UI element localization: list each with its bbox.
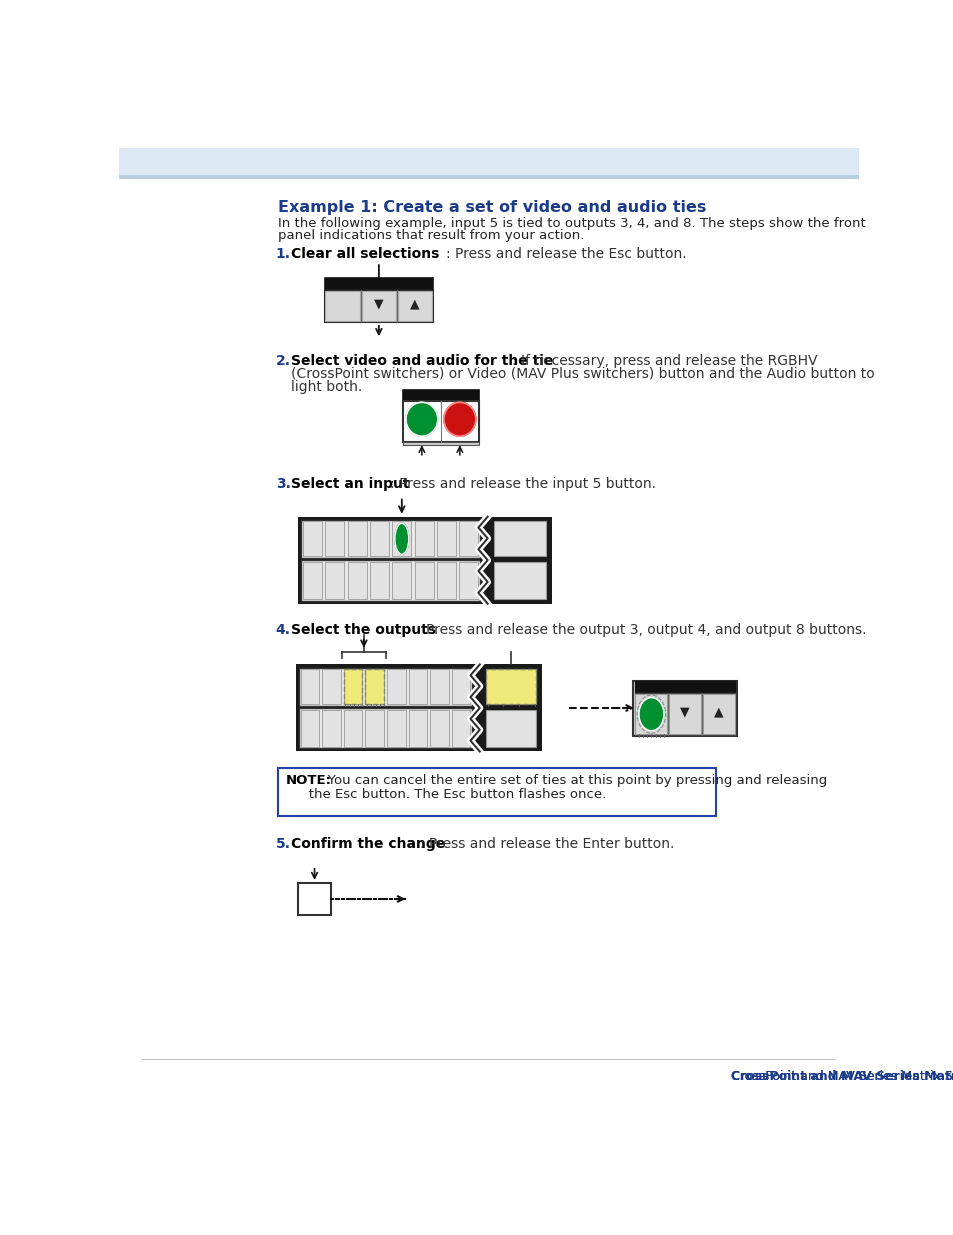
Bar (635, 694, 667, 734)
Text: panel indications that result from your action.: panel indications that result from your … (278, 228, 584, 242)
Bar (298, 668, 472, 705)
Text: Select video and audio for the tie: Select video and audio for the tie (291, 353, 553, 368)
Bar (370, 562, 389, 599)
Bar (415, 562, 434, 599)
Text: 4.: 4. (275, 624, 291, 637)
Bar (436, 562, 456, 599)
Bar (387, 669, 405, 704)
Bar (458, 521, 477, 556)
Text: Clear all selections: Clear all selections (291, 247, 439, 261)
Bar (397, 290, 432, 321)
Ellipse shape (406, 403, 437, 436)
Bar (347, 562, 366, 599)
Bar (402, 390, 478, 401)
Text: CrossPoint and MAV Series Matrix Switchers • Operation     43: CrossPoint and MAV Series Matrix Switche… (731, 1070, 953, 1083)
Bar (343, 710, 362, 747)
Bar (325, 521, 344, 556)
Bar (408, 669, 427, 704)
Text: : If necessary, press and release the RGBHV: : If necessary, press and release the RG… (512, 353, 817, 368)
Bar (298, 708, 472, 748)
Bar (325, 290, 359, 321)
Bar (303, 521, 322, 556)
Text: 1.: 1. (275, 247, 291, 261)
Text: 5.: 5. (275, 837, 291, 851)
Text: : Press and release the Enter button.: : Press and release the Enter button. (419, 837, 674, 851)
Bar (633, 680, 736, 736)
Text: Select the outputs: Select the outputs (291, 624, 436, 637)
Text: In the following example, input 5 is tied to outputs 3, 4, and 8. The steps show: In the following example, input 5 is tie… (278, 216, 865, 230)
Text: NOTE:: NOTE: (286, 774, 332, 787)
Bar (430, 669, 449, 704)
Bar (408, 710, 427, 747)
Bar (484, 664, 538, 751)
Text: Example 1: Create a set of video and audio ties: Example 1: Create a set of video and aud… (278, 200, 706, 215)
Bar (402, 401, 478, 442)
Bar (325, 562, 344, 599)
Bar (119, 175, 858, 179)
Bar (324, 290, 433, 322)
Bar (300, 710, 319, 747)
Bar (485, 710, 536, 747)
Bar (343, 669, 362, 704)
Bar (485, 669, 536, 704)
Bar (392, 521, 411, 556)
Bar (392, 562, 411, 599)
Bar (402, 442, 478, 446)
Text: CrossPoint and MAV Series Matrix Switchers: CrossPoint and MAV Series Matrix Switche… (731, 1070, 953, 1083)
Text: ▼: ▼ (679, 705, 689, 719)
Ellipse shape (395, 524, 408, 555)
Bar (322, 710, 340, 747)
Bar (634, 680, 735, 693)
Bar (668, 694, 700, 734)
Bar (343, 669, 362, 704)
Bar (303, 562, 322, 599)
Text: You can cancel the entire set of ties at this point by pressing and releasing: You can cancel the entire set of ties at… (315, 774, 826, 787)
Bar (365, 669, 384, 704)
Bar (387, 710, 405, 747)
Bar (430, 710, 449, 747)
Bar (298, 516, 552, 604)
Ellipse shape (639, 698, 663, 731)
Bar (492, 516, 549, 604)
Text: : Press and release the output 3, output 4, and output 8 buttons.: : Press and release the output 3, output… (416, 624, 865, 637)
Bar (119, 148, 858, 175)
Bar (701, 694, 734, 734)
Bar (322, 669, 340, 704)
Ellipse shape (443, 403, 476, 436)
Text: 2.: 2. (275, 353, 291, 368)
Bar (324, 278, 433, 290)
Bar (298, 883, 331, 915)
Text: light both.: light both. (291, 380, 362, 394)
Bar (494, 521, 546, 556)
Bar (436, 521, 456, 556)
Bar (295, 664, 542, 751)
Bar (452, 710, 470, 747)
Bar (347, 521, 366, 556)
Text: ▼: ▼ (374, 298, 383, 310)
Bar (301, 561, 479, 600)
Bar (361, 290, 395, 321)
Bar (301, 520, 479, 558)
Bar (485, 669, 536, 704)
Bar (458, 562, 477, 599)
Bar (494, 562, 546, 599)
Text: : Press and release the Esc button.: : Press and release the Esc button. (445, 247, 685, 261)
Bar (365, 669, 384, 704)
Text: ▲: ▲ (713, 705, 722, 719)
Text: 3.: 3. (275, 477, 291, 492)
Text: Confirm the change: Confirm the change (291, 837, 445, 851)
Text: ▲: ▲ (410, 298, 419, 310)
Bar (300, 669, 319, 704)
Bar (365, 710, 384, 747)
Bar (415, 521, 434, 556)
Text: the Esc button. The Esc button flashes once.: the Esc button. The Esc button flashes o… (295, 788, 605, 802)
Bar (278, 768, 716, 816)
Bar (634, 693, 735, 735)
Text: (CrossPoint switchers) or Video (MAV Plus switchers) button and the Audio button: (CrossPoint switchers) or Video (MAV Plu… (291, 367, 874, 380)
Bar (370, 521, 389, 556)
Text: CrossPoint and MAV Series Matrix Switchers • Operation     43: CrossPoint and MAV Series Matrix Switche… (731, 1070, 953, 1083)
Text: : Press and release the input 5 button.: : Press and release the input 5 button. (390, 477, 656, 492)
Text: Select an input: Select an input (291, 477, 410, 492)
Bar (452, 669, 470, 704)
